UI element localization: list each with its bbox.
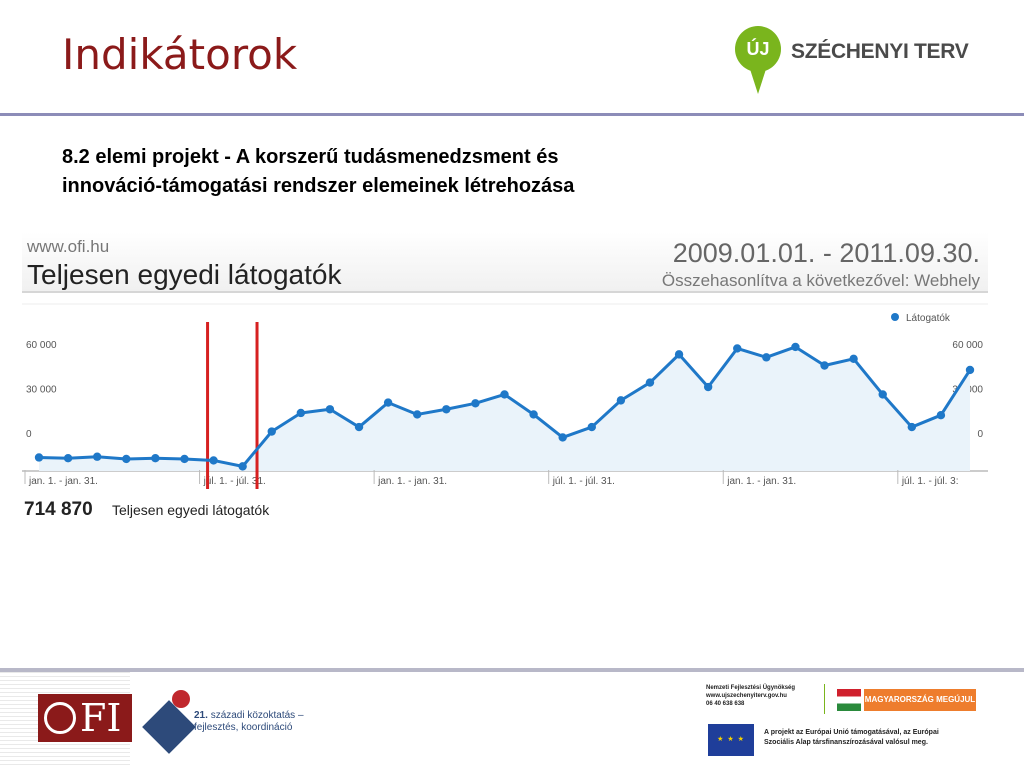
y-tick-right: 0 (977, 429, 983, 440)
visitors-chart-svg: www.ofi.hu Teljesen egyedi látogatók 200… (22, 232, 988, 520)
ofi-mark-icon (44, 702, 76, 734)
y-tick-left: 30 000 (26, 385, 57, 396)
data-point (965, 365, 975, 375)
eu-funding-text: A projekt az Európai Unió támogatásával,… (764, 728, 994, 748)
data-point (267, 427, 276, 436)
data-point (849, 354, 858, 364)
data-point (354, 422, 364, 432)
eu-flag-icon: ★ ★ ★ (708, 724, 754, 756)
data-point (500, 390, 509, 399)
data-point (325, 405, 335, 414)
total-label: Teljesen egyedi látogatók (112, 502, 270, 518)
k21-cube-icon (142, 700, 196, 754)
data-point (587, 422, 596, 432)
logo-name: SZÉCHENYI TERV (791, 40, 969, 63)
data-point (616, 396, 626, 405)
total-value: 714 870 (24, 499, 93, 520)
k21-ball-icon (172, 690, 190, 708)
y-tick-left: 0 (26, 429, 32, 440)
agency-line-2: www.ujszechenyiterv.gov.hu (706, 693, 787, 699)
szechenyi-terv-logo: ÚJ SZÉCHENYI TERV (735, 26, 985, 98)
chart-site: www.ofi.hu (26, 237, 109, 256)
data-point (238, 462, 247, 471)
data-point (413, 410, 422, 419)
footer-divider (0, 668, 1024, 672)
chart-title: Teljesen egyedi látogatók (27, 259, 342, 290)
data-point (674, 350, 684, 359)
x-tick-label: júl. 1. - júl. 31. (203, 476, 266, 487)
ofi-logo-text: FI (80, 696, 122, 740)
megujul-banner: MAGYARORSZÁG MEGÚJUL (864, 689, 976, 711)
data-point (703, 382, 713, 392)
data-point (442, 405, 451, 414)
visitors-chart: www.ofi.hu Teljesen egyedi látogatók 200… (22, 232, 988, 522)
subtitle-line-1: 8.2 elemi projekt - A korszerű tudásmene… (62, 146, 559, 168)
y-tick-right: 60 000 (952, 340, 983, 351)
k21-logo: 21. századi közoktatás – fejlesztés, koo… (142, 690, 310, 754)
agency-line-3: 06 40 638 638 (706, 701, 745, 707)
eu-funding-block: Nemzeti Fejlesztési Ügynökség www.ujszec… (706, 682, 1006, 766)
data-point (34, 453, 44, 462)
data-point (471, 399, 480, 408)
agency-text: Nemzeti Fejlesztési Ügynökség www.ujszec… (706, 684, 816, 708)
subtitle-line-2: innováció-támogatási rendszer elemeinek … (62, 175, 575, 197)
chart-header-bg (22, 232, 988, 292)
agency-divider (824, 684, 825, 714)
x-tick-label: jan. 1. - jan. 31. (377, 476, 447, 487)
legend-label: Látogatók (906, 313, 951, 324)
logo-pin-icon: ÚJ (735, 26, 781, 72)
data-point (180, 454, 189, 464)
logo-pin-tail (749, 66, 767, 94)
agency-line-1: Nemzeti Fejlesztési Ügynökség (706, 685, 796, 691)
data-point (907, 422, 917, 432)
data-point (151, 454, 160, 463)
data-point (791, 342, 800, 352)
page-title: Indikátorok (62, 30, 298, 79)
x-tick-label: júl. 1. - júl. 31. (552, 476, 615, 487)
x-tick-label: jan. 1. - jan. 31. (28, 476, 98, 487)
series-area (39, 346, 970, 471)
k21-number: 21. (194, 710, 208, 721)
data-point (878, 390, 887, 399)
legend-marker (891, 313, 899, 321)
project-subtitle: 8.2 elemi projekt - A korszerű tudásmene… (62, 143, 782, 201)
data-point (63, 454, 73, 463)
chart-comparison: Összehasonlítva a következővel: Webhely (662, 271, 981, 290)
data-point (383, 398, 393, 407)
data-point (820, 361, 829, 370)
data-point (296, 408, 306, 418)
x-tick-label: júl. 1. - júl. 3: (901, 476, 959, 487)
data-point (558, 433, 567, 442)
chart-date-range: 2009.01.01. - 2011.09.30. (673, 238, 980, 268)
k21-line-1: századi közoktatás – (210, 710, 304, 721)
data-point (733, 344, 742, 353)
eu-text-line-2: Szociális Alap társfinanszírozásával val… (764, 739, 928, 746)
title-divider (0, 113, 1024, 116)
data-point (122, 454, 131, 464)
data-point (762, 353, 771, 362)
hungarian-flag-icon (837, 689, 861, 711)
eu-text-line-1: A projekt az Európai Unió támogatásával,… (764, 729, 939, 736)
k21-line-2: fejlesztés, koordináció (194, 722, 293, 733)
data-point (209, 456, 218, 465)
k21-text: 21. századi közoktatás – fejlesztés, koo… (194, 710, 304, 734)
ofi-logo: FI (38, 694, 132, 742)
data-point (529, 410, 538, 419)
data-point (92, 452, 102, 461)
data-point (645, 378, 655, 387)
data-point (936, 411, 946, 420)
y-tick-left: 60 000 (26, 340, 57, 351)
x-tick-label: jan. 1. - jan. 31. (726, 476, 796, 487)
